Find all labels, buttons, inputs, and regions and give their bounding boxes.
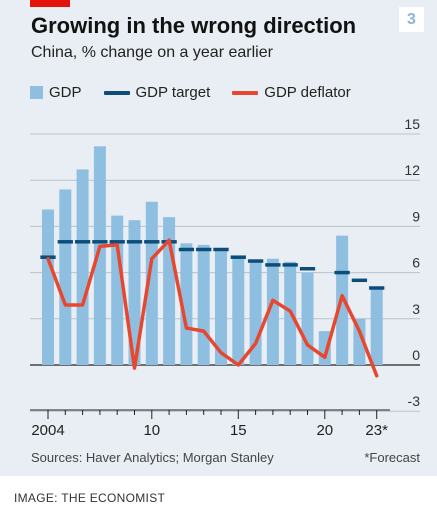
chart-subtitle: China, % change on a year earlier	[31, 44, 273, 61]
legend-swatch-gdp	[30, 86, 43, 99]
legend-item-gdp-deflator: GDP deflator	[232, 84, 351, 101]
x-tick-label: 15	[230, 422, 247, 439]
legend-swatch-gdp-target	[103, 90, 130, 95]
y-tick-label: 9	[412, 208, 420, 224]
gdp-bar	[180, 243, 193, 365]
gdp-bar	[128, 220, 141, 365]
legend: GDP GDP target GDP deflator	[30, 84, 373, 101]
legend-label-gdp: GDP	[49, 84, 82, 101]
gdp-bar	[197, 244, 210, 365]
y-tick-label: 0	[412, 347, 420, 363]
gdp-bar	[266, 258, 279, 365]
chart-panel	[0, 0, 437, 476]
brand-red-tab	[30, 0, 70, 7]
gdp-bar	[93, 146, 106, 365]
legend-item-gdp-target: GDP target	[103, 84, 211, 101]
y-tick-label: 3	[412, 301, 420, 317]
chart-title: Growing in the wrong direction	[31, 13, 357, 38]
y-tick-label: -3	[408, 393, 421, 409]
y-tick-label: 6	[412, 255, 420, 271]
sources-note: Sources: Haver Analytics; Morgan Stanley	[31, 450, 274, 465]
gdp-bar	[215, 251, 227, 365]
gdp-bar	[353, 318, 366, 365]
gdp-bar	[76, 169, 89, 365]
chart-svg: 15 12 9 6 3 0 -3 2004 10 15 20 23*	[30, 116, 421, 439]
chart-number-badge: 3	[399, 7, 424, 32]
gdp-bar	[370, 288, 383, 365]
gdp-bar	[301, 272, 314, 365]
legend-label-gdp-target: GDP target	[135, 84, 211, 101]
legend-label-gdp-deflator: GDP deflator	[264, 84, 351, 101]
x-tick-label: 2004	[31, 422, 64, 439]
y-tick-label: 15	[404, 116, 420, 132]
gdp-bar	[111, 215, 124, 365]
gdp-bar	[42, 209, 54, 365]
y-tick-label: 12	[404, 162, 420, 178]
legend-item-gdp: GDP	[30, 84, 82, 101]
x-tick-label: 23*	[365, 422, 388, 439]
legend-swatch-gdp-deflator	[232, 90, 259, 95]
forecast-note: *Forecast	[364, 450, 420, 465]
image-credit: IMAGE: THE ECONOMIST	[14, 491, 166, 505]
gdp-deflator-line	[46, 238, 379, 378]
x-tick-label: 10	[143, 422, 160, 439]
gdp-bar	[59, 189, 72, 365]
x-tick-label: 20	[316, 422, 333, 439]
gdp-bar	[232, 257, 245, 365]
